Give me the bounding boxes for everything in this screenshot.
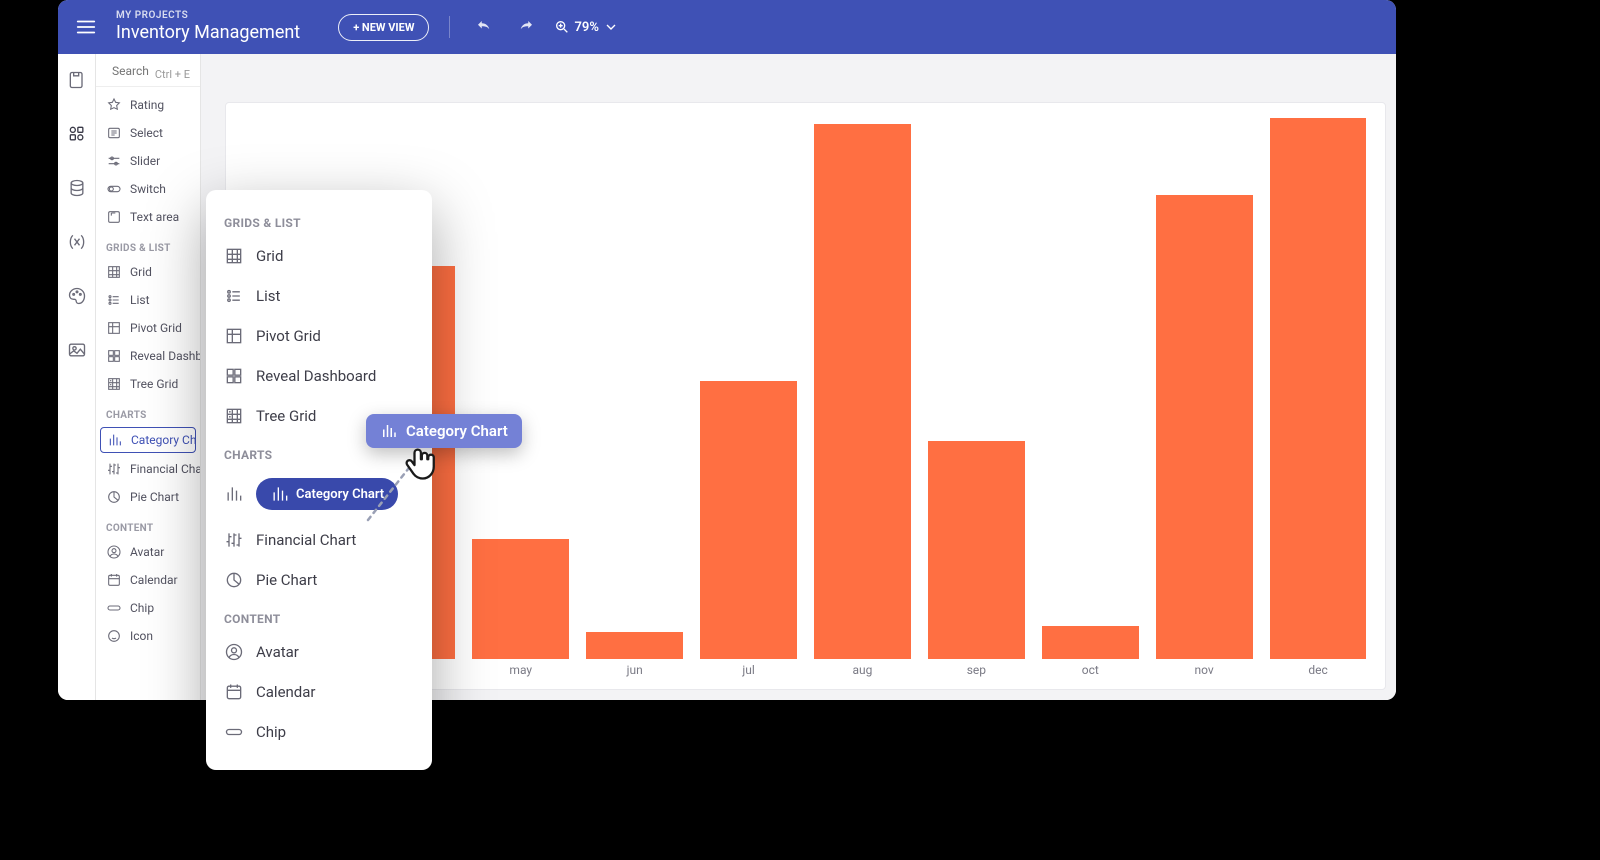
barchart-icon (380, 422, 398, 440)
breadcrumb: MY PROJECTS (116, 10, 300, 22)
sidebar-item-switch[interactable]: Switch (96, 175, 200, 203)
menu-button[interactable] (70, 11, 102, 43)
popover-item-list[interactable]: List (206, 276, 432, 316)
topbar: MY PROJECTS Inventory Management + NEW V… (58, 0, 1396, 54)
popover-item-calendar[interactable]: Calendar (206, 672, 432, 712)
sidebar-item-chip[interactable]: Chip (96, 594, 200, 622)
left-rail (58, 54, 96, 700)
zoom-value: 79% (574, 20, 598, 35)
chart-bar (1042, 626, 1139, 659)
chevron-down-icon (603, 19, 619, 35)
popover-item-reveal-dashboard[interactable]: Reveal Dashboard (206, 356, 432, 396)
rail-data-icon[interactable] (65, 176, 89, 200)
sidebar-item-slider[interactable]: Slider (96, 147, 200, 175)
sidebar-item-financial-chart[interactable]: Financial Chart (96, 455, 200, 483)
sidebar-item-rating[interactable]: Rating (96, 91, 200, 119)
redo-icon (517, 18, 535, 36)
popover-item-pivot-grid[interactable]: Pivot Grid (206, 316, 432, 356)
rail-pages-icon[interactable] (65, 68, 89, 92)
sidebar-item-text-area[interactable]: Text area (96, 203, 200, 231)
sidebar-item-select[interactable]: Select (96, 119, 200, 147)
chart-bar (472, 539, 569, 659)
axis-label: dec (1308, 663, 1327, 677)
page-title: Inventory Management (116, 22, 300, 44)
popover-item-pie-chart[interactable]: Pie Chart (206, 560, 432, 600)
chart-bar (928, 441, 1025, 659)
hamburger-icon (75, 16, 97, 38)
chart-bar (586, 632, 683, 659)
sidebar-item-tree-grid[interactable]: Tree Grid (96, 370, 200, 398)
axis-label: sep (967, 663, 986, 677)
rail-variables-icon[interactable] (65, 230, 89, 254)
zoom-icon (554, 19, 570, 35)
rail-assets-icon[interactable] (65, 338, 89, 362)
sidebar-section: CHARTS (96, 398, 200, 425)
chart-bar (1156, 195, 1253, 659)
undo-button[interactable] (470, 13, 498, 41)
drag-chip-label: Category Chart (406, 422, 508, 440)
drag-chip: Category Chart (366, 414, 522, 448)
sidebar-item-avatar[interactable]: Avatar (96, 538, 200, 566)
axis-label: oct (1082, 663, 1099, 677)
sidebar-item-grid[interactable]: Grid (96, 258, 200, 286)
new-view-button[interactable]: + NEW VIEW (338, 14, 429, 41)
zoom-control[interactable]: 79% (554, 19, 618, 35)
search-row: Ctrl + E (96, 54, 200, 87)
divider (449, 16, 450, 38)
chart-bar (700, 381, 797, 659)
axis-label: nov (1195, 663, 1214, 677)
popover-item-avatar[interactable]: Avatar (206, 632, 432, 672)
popover-section: CONTENT (206, 600, 432, 632)
sidebar-item-list[interactable]: List (96, 286, 200, 314)
axis-label: aug (852, 663, 872, 677)
axis-label: jul (742, 663, 754, 677)
sidebar: Ctrl + E RatingSelectSliderSwitchText ar… (96, 54, 201, 700)
sidebar-item-pie-chart[interactable]: Pie Chart (96, 483, 200, 511)
sidebar-item-reveal-dashboard[interactable]: Reveal Dashboard (96, 342, 200, 370)
drag-cursor-icon (398, 440, 442, 488)
popover-item-financial-chart[interactable]: Financial Chart (206, 520, 432, 560)
sidebar-item-pivot-grid[interactable]: Pivot Grid (96, 314, 200, 342)
undo-icon (475, 18, 493, 36)
sidebar-section: CONTENT (96, 511, 200, 538)
sidebar-section: GRIDS & LIST (96, 231, 200, 258)
title-block: MY PROJECTS Inventory Management (116, 10, 300, 44)
sidebar-item-category-chart[interactable]: Category Chart (100, 427, 196, 453)
redo-button[interactable] (512, 13, 540, 41)
axis-label: may (509, 663, 532, 677)
popover-item-chip[interactable]: Chip (206, 712, 432, 752)
rail-theme-icon[interactable] (65, 284, 89, 308)
axis-label: jun (627, 663, 643, 677)
popover-section: GRIDS & LIST (206, 204, 432, 236)
sidebar-item-icon[interactable]: Icon (96, 622, 200, 650)
chart-bar (1270, 118, 1367, 659)
chart-bar (814, 124, 911, 659)
sidebar-item-calendar[interactable]: Calendar (96, 566, 200, 594)
rail-components-icon[interactable] (65, 122, 89, 146)
search-shortcut: Ctrl + E (155, 68, 190, 81)
popover-item-grid[interactable]: Grid (206, 236, 432, 276)
